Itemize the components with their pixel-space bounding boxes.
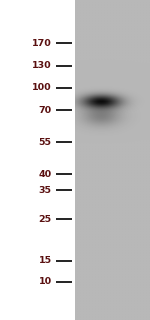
Text: 40: 40 (39, 170, 52, 179)
Text: 130: 130 (32, 61, 52, 70)
Text: 35: 35 (39, 186, 52, 195)
Text: 10: 10 (39, 277, 52, 286)
Text: 170: 170 (32, 39, 52, 48)
Bar (75, 0, 150, 320)
Text: 100: 100 (32, 84, 52, 92)
Text: 55: 55 (39, 138, 52, 147)
Text: 70: 70 (39, 106, 52, 115)
Text: 25: 25 (39, 215, 52, 224)
Text: 15: 15 (39, 256, 52, 265)
